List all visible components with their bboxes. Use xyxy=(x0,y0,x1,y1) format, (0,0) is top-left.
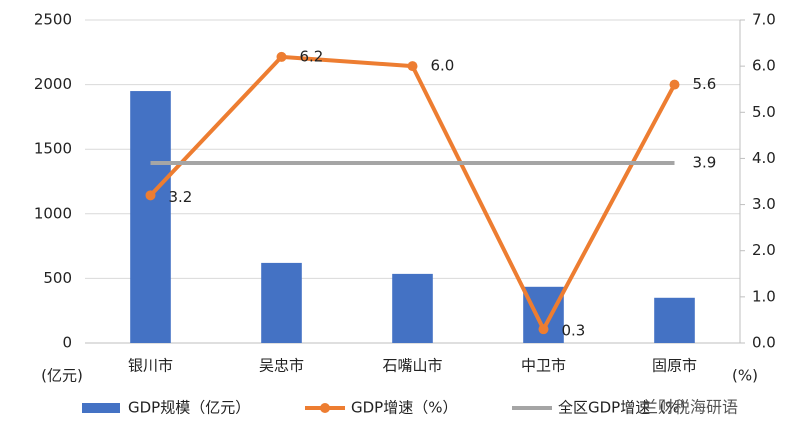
line-marker xyxy=(669,79,680,90)
bar xyxy=(523,286,564,343)
data-label: 3.9 xyxy=(693,154,717,172)
legend-label: GDP增速（%） xyxy=(351,399,457,417)
y-tick-label: 0 xyxy=(62,334,72,352)
y-tick-label: 1000 xyxy=(34,204,72,222)
line-marker xyxy=(407,61,418,72)
x-tick-label: 吴忠市 xyxy=(259,357,304,375)
legend-marker xyxy=(320,403,330,413)
watermark: 兰财税海研语 xyxy=(642,398,738,417)
y2-tick-label: 6.0 xyxy=(752,57,776,75)
y2-tick-label: 3.0 xyxy=(752,195,776,213)
y2-tick-label: 7.0 xyxy=(752,11,776,29)
y-tick-label: 500 xyxy=(43,269,72,287)
y2-tick-label: 2.0 xyxy=(752,241,776,259)
data-label: 3.2 xyxy=(169,188,193,206)
x-tick-label: 中卫市 xyxy=(521,357,566,375)
x-tick-label: 固原市 xyxy=(652,357,697,375)
y2-tick-label: 1.0 xyxy=(752,287,776,305)
y-unit: (亿元) xyxy=(41,367,83,385)
bar xyxy=(392,273,433,343)
legend-label: 全区GDP增速（%） xyxy=(558,399,694,417)
bar xyxy=(654,297,695,343)
line-marker xyxy=(538,324,549,335)
y-tick-label: 2500 xyxy=(34,11,72,29)
bar xyxy=(261,262,302,343)
line-marker xyxy=(145,190,156,201)
y2-tick-label: 0.0 xyxy=(752,334,776,352)
y-tick-label: 2000 xyxy=(34,75,72,93)
data-label: 5.6 xyxy=(693,75,717,93)
x-tick-label: 银川市 xyxy=(128,357,173,375)
legend-label: GDP规模（亿元） xyxy=(128,399,250,417)
y2-unit: (%) xyxy=(732,367,758,385)
y-tick-label: 1500 xyxy=(34,140,72,158)
y2-tick-label: 4.0 xyxy=(752,149,776,167)
data-label: 6.0 xyxy=(431,57,455,75)
data-label: 0.3 xyxy=(562,322,586,340)
data-label: 6.2 xyxy=(300,47,324,65)
x-tick-label: 石嘴山市 xyxy=(382,357,442,375)
legend-swatch xyxy=(82,403,120,413)
line-marker xyxy=(276,51,287,62)
bar xyxy=(130,91,171,343)
y2-tick-label: 5.0 xyxy=(752,103,776,121)
